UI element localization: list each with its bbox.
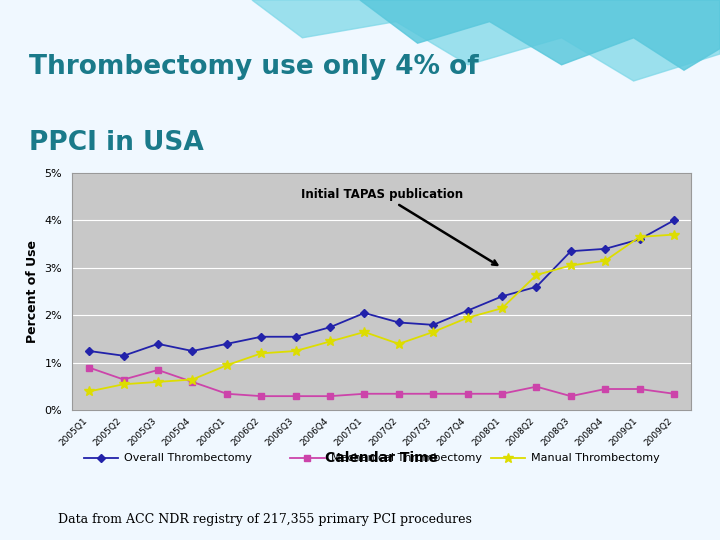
Text: Mechanical Thrombectomy: Mechanical Thrombectomy — [331, 453, 482, 463]
Text: Data from ACC NDR registry of 217,355 primary PCI procedures: Data from ACC NDR registry of 217,355 pr… — [58, 514, 472, 526]
Text: Manual Thrombectomy: Manual Thrombectomy — [531, 453, 660, 463]
Polygon shape — [252, 0, 720, 81]
Text: Initial TAPAS publication: Initial TAPAS publication — [300, 188, 498, 265]
Y-axis label: Percent of Use: Percent of Use — [26, 240, 39, 343]
Text: Thrombectomy use only 4% of: Thrombectomy use only 4% of — [29, 54, 479, 80]
Text: PPCI in USA: PPCI in USA — [29, 130, 204, 156]
X-axis label: Calendar Time: Calendar Time — [325, 451, 438, 465]
Text: Overall Thrombectomy: Overall Thrombectomy — [125, 453, 252, 463]
Polygon shape — [360, 0, 720, 70]
